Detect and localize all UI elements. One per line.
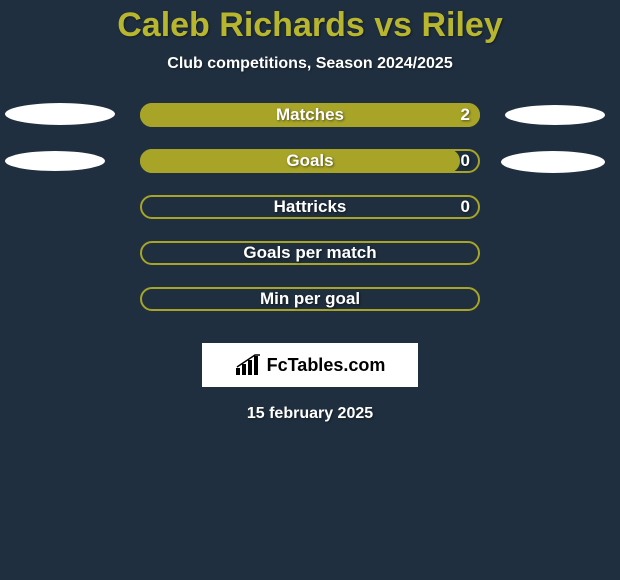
bar-outline bbox=[140, 195, 480, 219]
logo-box: FcTables.com bbox=[202, 343, 418, 387]
logo-text: FcTables.com bbox=[267, 355, 386, 376]
date-text: 15 february 2025 bbox=[0, 405, 620, 423]
comparison-chart: Matches2Goals0Hattricks0Goals per matchM… bbox=[0, 103, 620, 333]
stat-row: Matches2 bbox=[0, 103, 620, 149]
stat-row: Hattricks0 bbox=[0, 195, 620, 241]
left-ellipse-icon bbox=[5, 103, 115, 125]
bar-outline bbox=[140, 103, 480, 127]
right-ellipse-icon bbox=[505, 105, 605, 125]
bar-outline bbox=[140, 287, 480, 311]
logo-chart-icon bbox=[235, 354, 261, 376]
left-ellipse-icon bbox=[5, 151, 105, 171]
stat-row: Goals per match bbox=[0, 241, 620, 287]
subtitle: Club competitions, Season 2024/2025 bbox=[0, 55, 620, 73]
right-ellipse-icon bbox=[501, 151, 605, 173]
bar-outline bbox=[140, 241, 480, 265]
page-title: Caleb Richards vs Riley bbox=[0, 0, 620, 45]
stat-row: Min per goal bbox=[0, 287, 620, 333]
page-background: Caleb Richards vs Riley Club competition… bbox=[0, 0, 620, 580]
stat-row: Goals0 bbox=[0, 149, 620, 195]
bar-outline bbox=[140, 149, 480, 173]
